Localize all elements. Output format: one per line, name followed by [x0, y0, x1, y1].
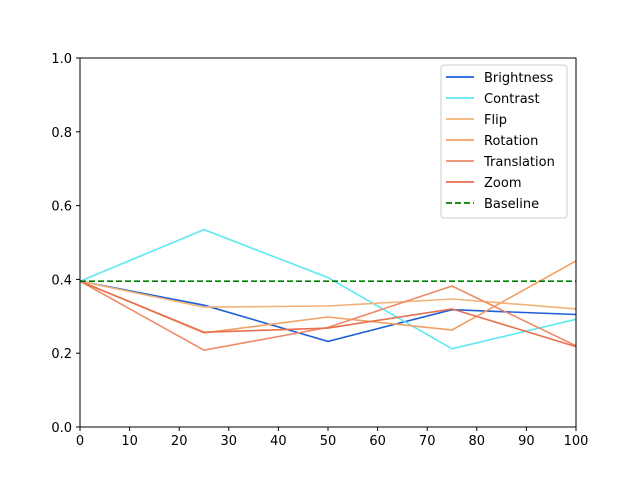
- x-tick-label: 10: [121, 434, 138, 449]
- x-tick-label: 80: [469, 434, 486, 449]
- y-tick-label: 0.0: [51, 421, 72, 436]
- y-tick-label: 1.0: [51, 52, 72, 67]
- series-line-brightness: [79, 280, 577, 343]
- legend-box: [440, 64, 568, 219]
- series-layer: [79, 228, 577, 352]
- y-tick-label: 0.8: [51, 126, 72, 141]
- x-tick-label: 50: [320, 434, 337, 449]
- legend-label-flip: Flip: [484, 113, 507, 128]
- x-tick-label: 70: [419, 434, 436, 449]
- series-line-contrast: [79, 228, 577, 350]
- x-tick-label: 40: [270, 434, 287, 449]
- series-line-zoom: [79, 280, 577, 348]
- legend-label-rotation: Rotation: [484, 134, 538, 149]
- legend-label-contrast: Contrast: [484, 92, 540, 107]
- legend-label-translation: Translation: [483, 155, 555, 170]
- legend-label-brightness: Brightness: [484, 71, 553, 86]
- legend: Brightness Contrast Flip Rotation Translatio…: [440, 64, 568, 219]
- x-tick-label: 20: [171, 434, 188, 449]
- x-tick-label: 100: [564, 434, 589, 449]
- y-axis: 0.0 0.2 0.4 0.6 0.8 1.0: [51, 52, 80, 436]
- x-tick-label: 0: [76, 434, 84, 449]
- x-tick-label: 60: [369, 434, 386, 449]
- y-tick-label: 0.6: [51, 200, 72, 215]
- legend-label-zoom: Zoom: [484, 176, 521, 191]
- legend-label-baseline: Baseline: [484, 197, 539, 212]
- x-tick-label: 90: [518, 434, 535, 449]
- x-tick-label: 30: [221, 434, 238, 449]
- x-axis: 0 10 20 30 40 50 60 70 80 90 100: [76, 427, 589, 449]
- y-tick-label: 0.4: [51, 273, 72, 288]
- series-line-translation: [79, 280, 577, 352]
- y-tick-label: 0.2: [51, 347, 72, 362]
- series-line-flip: [79, 280, 577, 310]
